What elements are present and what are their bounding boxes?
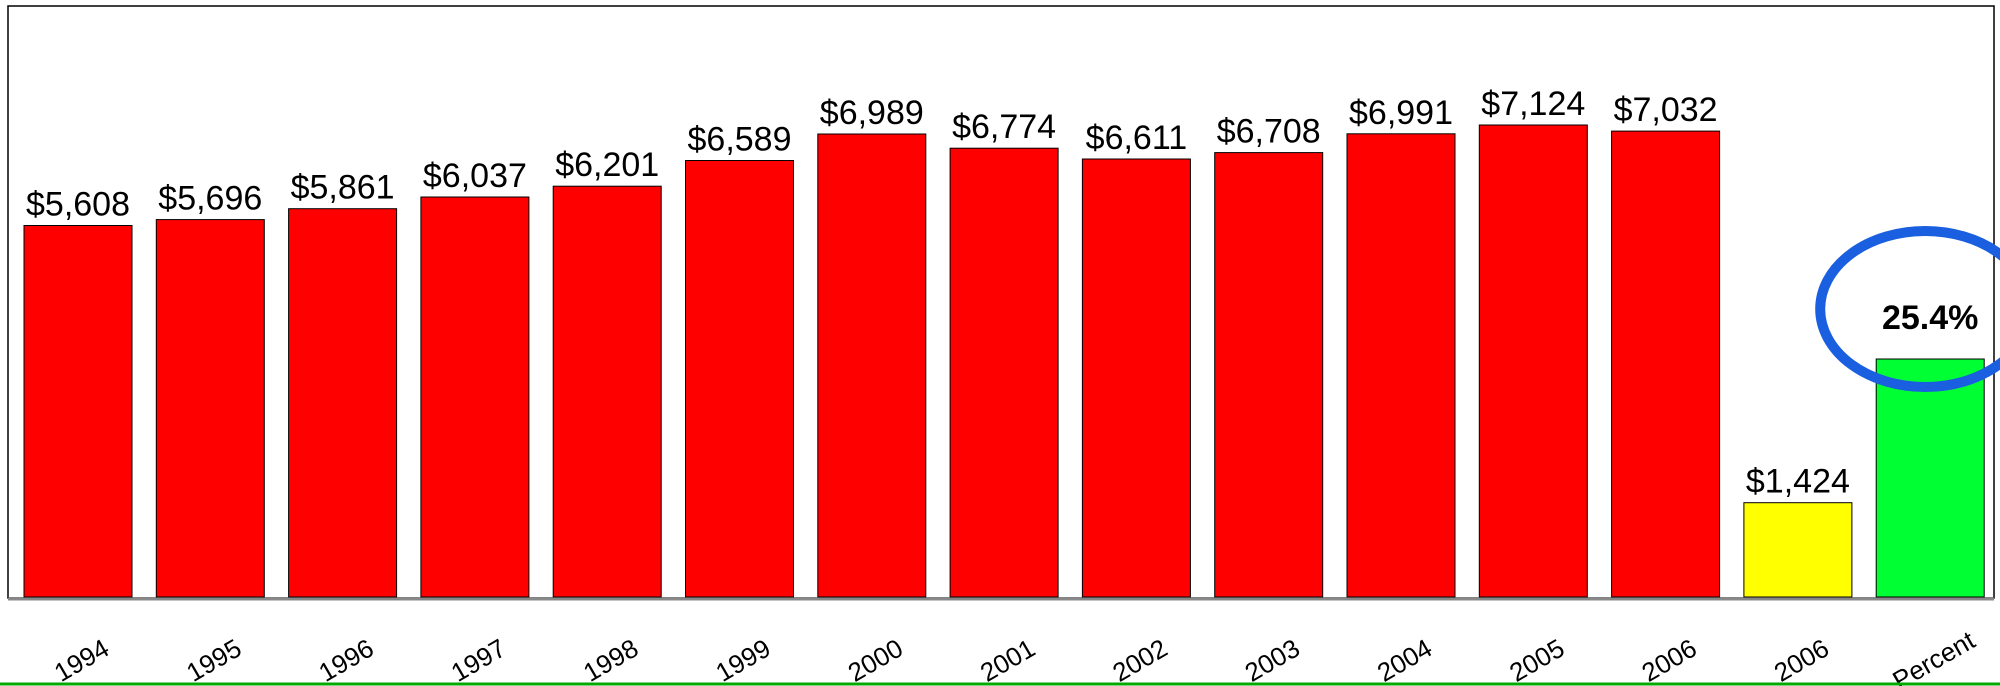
bar [288, 208, 398, 598]
bar [1611, 130, 1721, 598]
bar-value-label: $6,989 [820, 94, 924, 132]
bar-value-label: $6,774 [952, 108, 1056, 146]
bar-value-label: $6,037 [423, 157, 527, 195]
bar [420, 196, 530, 598]
bar-value-label: $5,696 [158, 180, 262, 218]
bar [1478, 124, 1588, 598]
bars-layer [8, 124, 1994, 601]
bar-value-label: $6,991 [1349, 94, 1453, 132]
bar-value-label: $7,032 [1614, 91, 1718, 129]
bar-value-label: $6,589 [688, 121, 792, 159]
bar-value-label: $6,201 [555, 146, 659, 184]
highlight-circle [1815, 226, 2000, 392]
bar-value-label: 25.4% [1882, 299, 1978, 337]
x-tick-label: 1999 [710, 633, 775, 686]
x-tick-label: 2003 [1240, 633, 1305, 686]
bar [1081, 158, 1191, 598]
bar [155, 219, 265, 598]
bar [817, 133, 927, 598]
x-tick-label: 1995 [181, 633, 246, 686]
x-tick-labels: 1994 1995 1996 1997 1998 1999 2000 2001 2002 2003… [49, 624, 1981, 686]
labels-layer: $5,608 $5,696 $5,861 $6,037 $6,201 $6,589 $6,9… [26, 85, 1978, 501]
bar-value-label: $7,124 [1481, 85, 1585, 123]
x-tick-label: 2006 [1637, 633, 1702, 686]
bar-value-label: $6,708 [1217, 113, 1321, 151]
bar-value-label: $1,424 [1746, 463, 1850, 501]
x-tick-label: 1994 [49, 633, 114, 686]
bar-value-label: $5,608 [26, 186, 130, 224]
bar [685, 160, 794, 598]
x-tick-label: 1998 [578, 633, 643, 686]
bar-value-label: $6,611 [1086, 119, 1187, 157]
x-tick-label: 2000 [843, 633, 908, 686]
x-tick-label: 2004 [1372, 633, 1437, 686]
bar [1743, 502, 1853, 598]
x-tick-label: 1996 [314, 633, 379, 686]
x-tick-label: Percent [1887, 624, 1980, 686]
x-tick-label: 2002 [1107, 633, 1172, 686]
bar [1875, 358, 1985, 598]
bar-value-label: $5,861 [291, 169, 395, 207]
x-tick-label: 2006 [1769, 633, 1834, 686]
bar [1214, 152, 1324, 598]
bar [949, 147, 1059, 598]
x-tick-label: 1997 [446, 633, 511, 686]
bar [1346, 133, 1456, 598]
bar [552, 185, 662, 598]
bar [23, 225, 133, 598]
overlay-layer [0, 226, 2000, 686]
x-tick-label: 2001 [975, 633, 1040, 686]
x-tick-label: 2005 [1504, 633, 1569, 686]
